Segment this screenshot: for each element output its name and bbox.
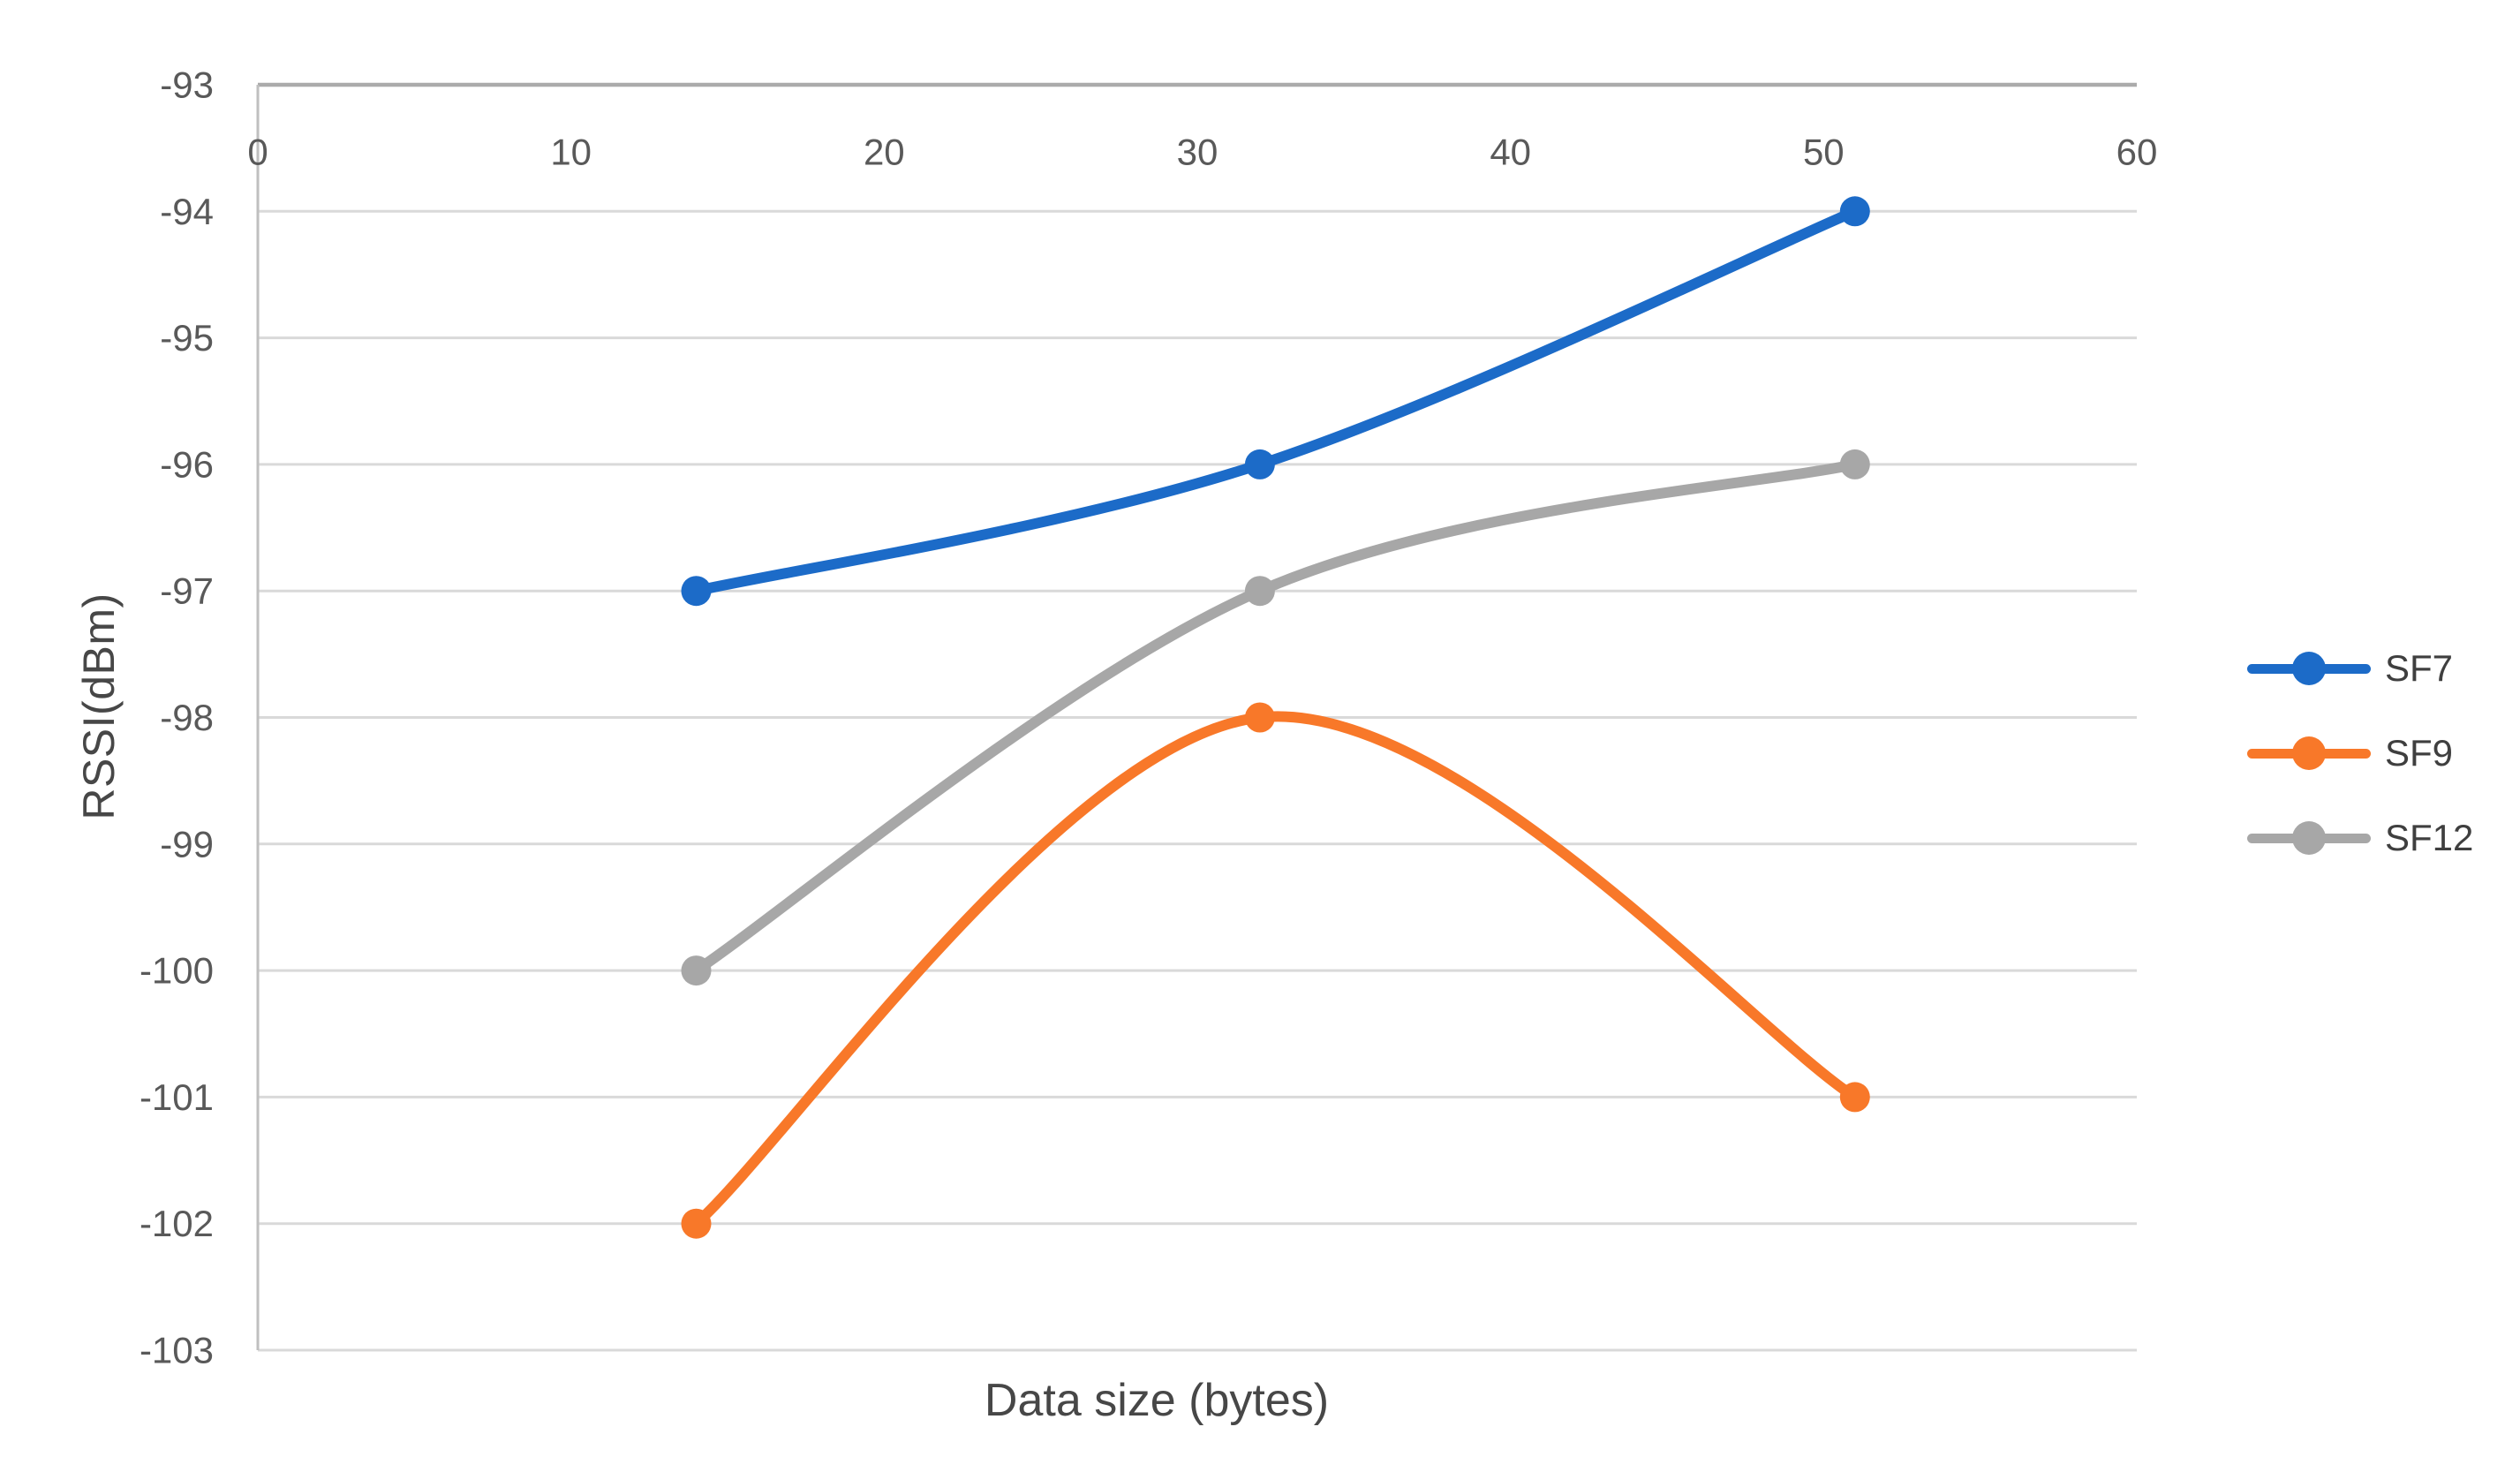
svg-text:0: 0 (247, 132, 268, 173)
legend-marker-sf12-icon (2247, 821, 2371, 855)
svg-text:-100: -100 (140, 950, 214, 992)
svg-text:-98: -98 (160, 697, 214, 738)
data-point-sf7 (1244, 449, 1275, 479)
legend-item-sf9: SF9 (2247, 732, 2473, 774)
legend-marker-sf7-icon (2247, 652, 2371, 685)
svg-text:30: 30 (1177, 132, 1219, 173)
svg-text:-93: -93 (160, 64, 214, 106)
svg-text:-99: -99 (160, 823, 214, 864)
legend-label-sf7: SF7 (2385, 647, 2454, 689)
y-tick-labels: -93 -94 -95 -96 -97 -98 -99 -100 -101 -102 -103 (140, 64, 214, 1371)
data-point-sf9 (1839, 1082, 1870, 1113)
data-point-sf7 (681, 576, 712, 607)
data-point-sf9 (681, 1208, 712, 1239)
svg-text:-102: -102 (140, 1203, 214, 1244)
svg-text:50: 50 (1803, 132, 1845, 173)
y-axis-title: RSSI(dBm) (74, 593, 124, 820)
x-tick-labels: 0 10 20 30 40 50 60 (247, 132, 2157, 173)
legend-dot-sf7-icon (2292, 652, 2326, 685)
svg-text:40: 40 (1490, 132, 1531, 173)
svg-text:-95: -95 (160, 317, 214, 359)
data-point-sf9 (1244, 702, 1275, 733)
series-sf12 (681, 449, 1870, 986)
data-point-sf12 (1839, 449, 1870, 479)
svg-text:20: 20 (864, 132, 905, 173)
legend-dot-sf9-icon (2292, 736, 2326, 770)
svg-text:-103: -103 (140, 1330, 214, 1371)
svg-text:-96: -96 (160, 443, 214, 485)
gridlines (258, 209, 2137, 1352)
legend-item-sf12: SF12 (2247, 817, 2474, 858)
series-sf9 (681, 702, 1870, 1239)
legend-label-sf9: SF9 (2385, 732, 2454, 774)
data-point-sf7 (1839, 196, 1870, 227)
legend-dot-sf12-icon (2292, 821, 2326, 855)
svg-text:-101: -101 (140, 1076, 214, 1118)
legend-marker-sf9-icon (2247, 736, 2371, 770)
x-axis-title: Data size (bytes) (984, 1375, 1330, 1426)
svg-text:-94: -94 (160, 191, 214, 232)
data-point-sf12 (681, 955, 712, 986)
axis-lines (256, 82, 2137, 1350)
legend: SF7 SF9 SF12 (2247, 647, 2474, 858)
legend-item-sf7: SF7 (2247, 647, 2473, 689)
svg-text:-97: -97 (160, 570, 214, 612)
svg-text:60: 60 (2116, 132, 2158, 173)
legend-label-sf12: SF12 (2385, 817, 2474, 858)
series-sf7 (681, 196, 1870, 607)
data-point-sf12 (1244, 576, 1275, 607)
svg-text:10: 10 (550, 132, 592, 173)
